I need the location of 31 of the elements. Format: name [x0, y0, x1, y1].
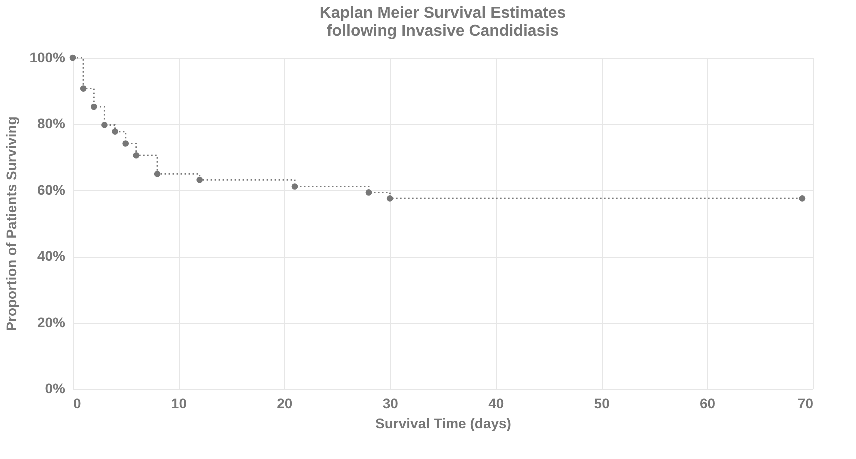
x-tick-label: 60 — [700, 396, 716, 412]
point — [70, 54, 76, 62]
point — [386, 196, 394, 202]
x-tick-label: 50 — [594, 396, 610, 412]
point — [154, 171, 161, 178]
point — [292, 184, 298, 190]
point — [90, 104, 98, 110]
x-tick-label: 70 — [798, 396, 814, 412]
y-tick-label: 100% — [30, 50, 66, 66]
text: following Invasive Candidiasis — [326, 23, 560, 40]
x-tick-label: 20 — [277, 396, 293, 412]
y-tick-label: 0% — [45, 380, 66, 396]
point — [122, 140, 130, 147]
point — [366, 190, 372, 196]
x-tick-label: 10 — [171, 396, 188, 412]
text: Kaplan Meier Survival Estimates — [320, 5, 566, 22]
point — [80, 86, 87, 92]
y-tick-label: 40% — [37, 248, 66, 264]
y-tick-label: 20% — [37, 314, 66, 330]
point — [102, 122, 108, 128]
point — [112, 128, 118, 135]
point — [799, 196, 806, 202]
x-tick-label: 0 — [74, 396, 82, 412]
x-axis-title: Survival Time (days) — [376, 416, 512, 432]
y-tick-label: 80% — [37, 116, 66, 132]
point — [133, 152, 140, 159]
x-tick-label: 30 — [382, 396, 399, 412]
point — [196, 176, 204, 184]
y-tick-label: 60% — [37, 182, 66, 198]
y-axis-title: Proportion of Patients Surviving — [4, 116, 20, 332]
x-tick-label: 40 — [488, 396, 504, 412]
